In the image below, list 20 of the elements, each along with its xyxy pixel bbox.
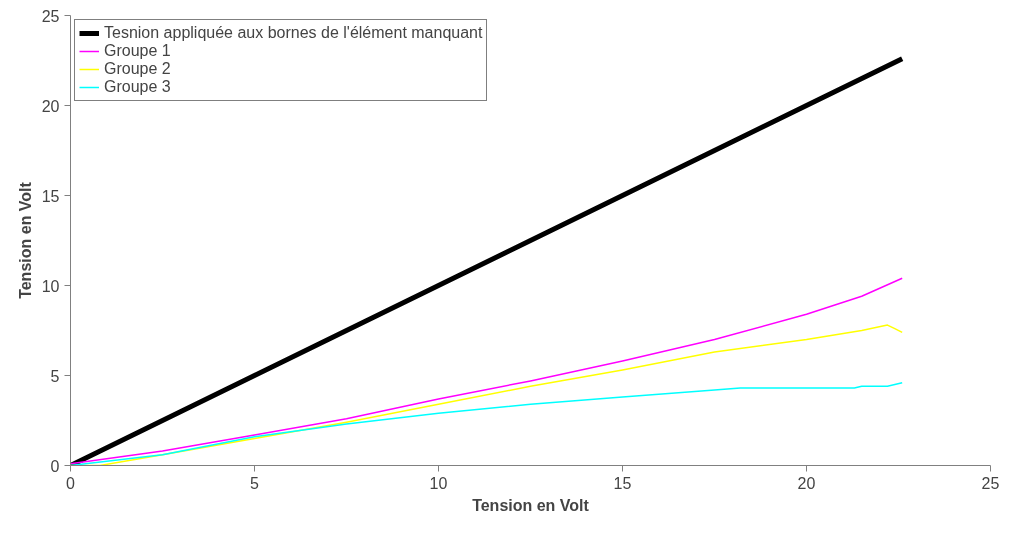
line-series (70, 277, 903, 465)
x-tick-label: 25 (981, 474, 1000, 492)
legend-label: Groupe 3 (104, 78, 171, 96)
x-tick-label: 15 (613, 474, 632, 492)
x-tick-label: 10 (429, 474, 448, 492)
legend-label: Groupe 1 (104, 42, 171, 60)
legend-label: Tesnion appliquée aux bornes de l'élément manquant (104, 24, 483, 42)
y-tick-label: 15 (41, 187, 60, 205)
y-tick-label: 0 (50, 457, 60, 475)
y-tick-label: 25 (41, 7, 60, 25)
x-tick-label: 20 (797, 474, 816, 492)
x-tick-label: 5 (250, 474, 260, 492)
legend-label: Groupe 2 (104, 60, 171, 78)
y-axis-title: Tension en Volt (16, 181, 34, 299)
y-tick-label: 5 (50, 367, 60, 385)
y-tick-label: 10 (41, 277, 60, 295)
x-axis-title: Tension en Volt (472, 496, 590, 514)
y-tick-label: 20 (41, 97, 60, 115)
x-tick-label: 0 (66, 474, 76, 492)
line-series (70, 381, 903, 466)
